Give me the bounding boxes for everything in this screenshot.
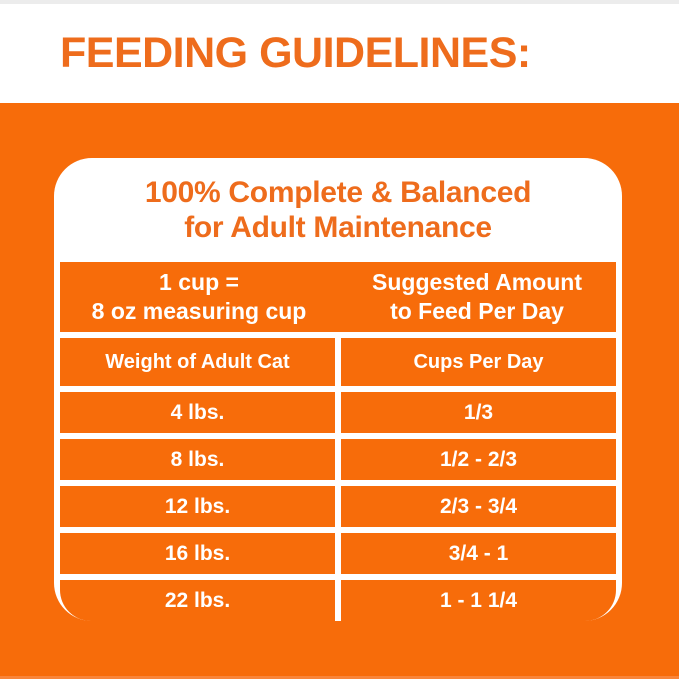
- measuring-info-band: 1 cup = 8 oz measuring cup Suggested Amo…: [60, 262, 616, 332]
- card-title: 100% Complete & Balanced for Adult Maint…: [60, 164, 616, 256]
- card-title-line2: for Adult Maintenance: [184, 211, 492, 244]
- cups-cell: 1/2 - 2/3: [341, 439, 616, 480]
- table-row: 12 lbs. 2/3 - 3/4: [60, 486, 616, 527]
- suggested-amount-line1: Suggested Amount: [372, 269, 582, 295]
- orange-background: 100% Complete & Balanced for Adult Maint…: [0, 103, 679, 679]
- cups-cell: 2/3 - 3/4: [341, 486, 616, 527]
- weight-cell: 8 lbs.: [60, 439, 335, 480]
- weight-cell: 12 lbs.: [60, 486, 335, 527]
- bottom-edge-line: [0, 676, 679, 679]
- guidelines-card: 100% Complete & Balanced for Adult Maint…: [54, 158, 622, 621]
- table-row: 4 lbs. 1/3: [60, 392, 616, 433]
- cup-equivalence-note: 1 cup = 8 oz measuring cup: [60, 262, 338, 332]
- cups-cell: 1/3: [341, 392, 616, 433]
- suggested-amount-line2: to Feed Per Day: [390, 298, 564, 324]
- table-row: 8 lbs. 1/2 - 2/3: [60, 439, 616, 480]
- card-title-line1: 100% Complete & Balanced: [144, 176, 532, 209]
- weight-cell: 16 lbs.: [60, 533, 335, 574]
- cup-equivalence-line2: 8 oz measuring cup: [91, 298, 307, 324]
- table-row: 16 lbs. 3/4 - 1: [60, 533, 616, 574]
- page-header: FEEDING GUIDELINES:: [0, 4, 679, 103]
- cups-cell: 3/4 - 1: [341, 533, 616, 574]
- page-title: FEEDING GUIDELINES:: [60, 29, 531, 77]
- cup-equivalence-line1: 1 cup =: [159, 269, 239, 295]
- suggested-amount-note: Suggested Amount to Feed Per Day: [338, 262, 616, 332]
- table-header-row: Weight of Adult Cat Cups Per Day: [60, 338, 616, 386]
- cups-cell: 1 - 1 1/4: [341, 580, 616, 621]
- weight-cell: 22 lbs.: [60, 580, 335, 621]
- top-edge-line: [0, 0, 679, 4]
- column-header-cups: Cups Per Day: [341, 338, 616, 386]
- column-header-weight: Weight of Adult Cat: [60, 338, 335, 386]
- weight-cell: 4 lbs.: [60, 392, 335, 433]
- table-row: 22 lbs. 1 - 1 1/4: [60, 580, 616, 621]
